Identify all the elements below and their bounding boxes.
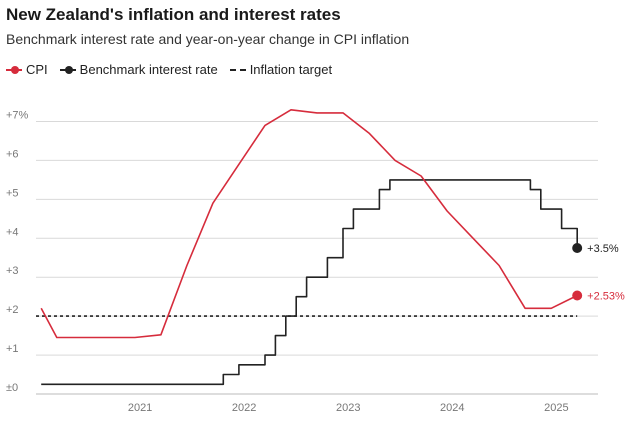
cpi-end-point — [572, 290, 583, 301]
legend-swatch-interest-rate — [59, 64, 76, 76]
interest-rate-end-point — [572, 243, 583, 253]
legend-item-cpi: CPI — [6, 62, 48, 77]
legend-label-cpi: CPI — [26, 62, 48, 77]
x-tick-label-0: 2021 — [128, 402, 152, 414]
end-label-layer: +2.53% +3.5% — [587, 243, 625, 302]
x-tick-label-2: 2023 — [336, 402, 360, 414]
chart-subtitle: Benchmark interest rate and year-on-year… — [6, 31, 410, 47]
legend-item-interest-rate: Benchmark interest rate — [59, 62, 218, 77]
legend-label-interest-rate: Benchmark interest rate — [79, 62, 218, 77]
y-tick-label-2: +2 — [6, 304, 19, 316]
axis-layer: ±0 +1 +2 +3 +4 +5 +6 +7% 2021 2022 2023 2024 2025 — [6, 109, 598, 414]
grid-layer — [36, 120, 598, 356]
legend: CPI Benchmark interest rate Inflation ta… — [6, 62, 344, 77]
x-tick-label-1: 2022 — [232, 402, 256, 414]
x-tick-label-4: 2025 — [544, 402, 568, 414]
y-tick-label-0: ±0 — [6, 382, 18, 394]
legend-item-inflation-target: Inflation target — [229, 62, 333, 77]
legend-label-inflation-target: Inflation target — [249, 62, 333, 77]
chart-title: New Zealand's inflation and interest rat… — [6, 5, 341, 24]
legend-swatch-inflation-target — [229, 68, 246, 71]
y-tick-label-3: +3 — [6, 265, 19, 277]
y-tick-label-7: +7% — [6, 109, 29, 121]
y-tick-label-5: +5 — [6, 187, 19, 199]
cpi-end-label: +2.53% — [587, 290, 625, 302]
cpi-line — [40, 109, 578, 339]
interest-rate-line — [41, 179, 578, 386]
interest-rate-end-label: +3.5% — [587, 243, 619, 255]
y-tick-label-4: +4 — [6, 226, 19, 238]
series-layer — [36, 109, 583, 386]
y-tick-label-1: +1 — [6, 343, 19, 355]
x-tick-label-3: 2024 — [440, 402, 464, 414]
y-tick-label-6: +6 — [6, 148, 19, 160]
legend-swatch-cpi — [6, 64, 22, 76]
